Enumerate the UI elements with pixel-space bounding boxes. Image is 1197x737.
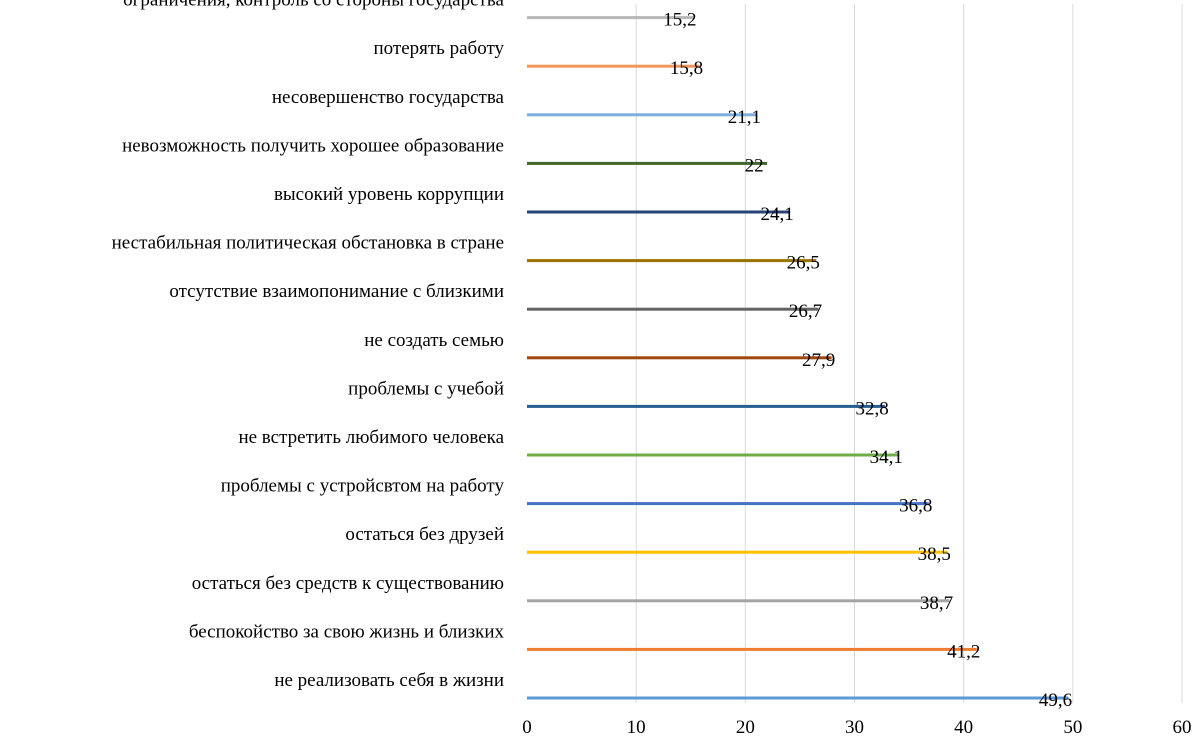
data-label: 49,6 — [1039, 690, 1072, 711]
data-label: 24,1 — [760, 204, 793, 225]
bar — [527, 210, 791, 214]
category-label: не встретить любимого человека — [238, 427, 504, 448]
data-label: 21,1 — [728, 107, 761, 128]
x-tick-label: 0 — [522, 717, 532, 737]
category-label: отсутствие взаимопонимание с близкими — [169, 281, 504, 302]
bar — [527, 161, 768, 165]
category-label: не реализовать себя в жизни — [274, 670, 504, 691]
data-label: 34,1 — [870, 447, 903, 468]
bar — [527, 259, 817, 263]
category-label: проблемы с учебой — [348, 378, 504, 399]
data-label: 38,5 — [918, 544, 951, 565]
data-label: 38,7 — [920, 593, 953, 614]
data-label: 27,9 — [802, 350, 835, 371]
bar — [527, 16, 693, 20]
x-tick-label: 10 — [627, 717, 646, 737]
bar — [527, 453, 900, 457]
category-label: остаться без друзей — [345, 524, 504, 545]
category-label: высокий уровень коррупции — [274, 184, 504, 205]
bar — [527, 647, 977, 651]
data-label: 26,5 — [787, 253, 820, 274]
data-label: 41,2 — [947, 641, 980, 662]
x-tick-label: 40 — [954, 717, 973, 737]
x-axis-tick-labels: 0 10 20 30 40 50 60 — [522, 717, 1191, 737]
data-label: 15,2 — [663, 10, 696, 31]
bar — [527, 696, 1069, 700]
data-label: 22 — [745, 155, 764, 176]
x-tick-label: 20 — [736, 717, 755, 737]
category-label: проблемы с устройсвтом на работу — [221, 476, 505, 497]
category-label: остаться без средств к существованию — [192, 573, 504, 594]
category-label: несовершенство государства — [272, 87, 505, 108]
bar — [527, 599, 950, 603]
x-tick-label: 50 — [1063, 717, 1082, 737]
value-labels: 49,6 41,2 38,7 38,5 36,8 34,1 32,8 27,9 26,7 26,5… — [663, 10, 1072, 711]
category-labels: не реализовать себя в жизни беспокойство … — [112, 0, 505, 691]
gridlines — [635, 4, 1183, 703]
bar — [527, 404, 886, 408]
data-label: 36,8 — [899, 496, 932, 517]
category-label: невозможность получить хорошее образован… — [122, 135, 504, 156]
bar — [527, 356, 832, 360]
x-tick-label: 30 — [845, 717, 864, 737]
data-label: 26,7 — [789, 301, 822, 322]
category-label: беспокойство за свою жизнь и близких — [189, 621, 505, 642]
x-tick-label: 60 — [1173, 717, 1192, 737]
category-label: не создать семью — [364, 330, 504, 351]
bar — [527, 64, 700, 68]
bar — [527, 113, 758, 117]
data-label: 32,8 — [855, 398, 888, 419]
bar — [527, 307, 819, 311]
bars — [527, 16, 1069, 700]
category-label: потерять работу — [373, 38, 504, 59]
category-label: ограничения, контроль со стороны государ… — [123, 0, 504, 11]
category-label: нестабильная политическая обстановка в с… — [112, 233, 504, 254]
bar — [527, 550, 948, 554]
data-label: 15,8 — [670, 58, 703, 79]
bar — [527, 502, 929, 506]
